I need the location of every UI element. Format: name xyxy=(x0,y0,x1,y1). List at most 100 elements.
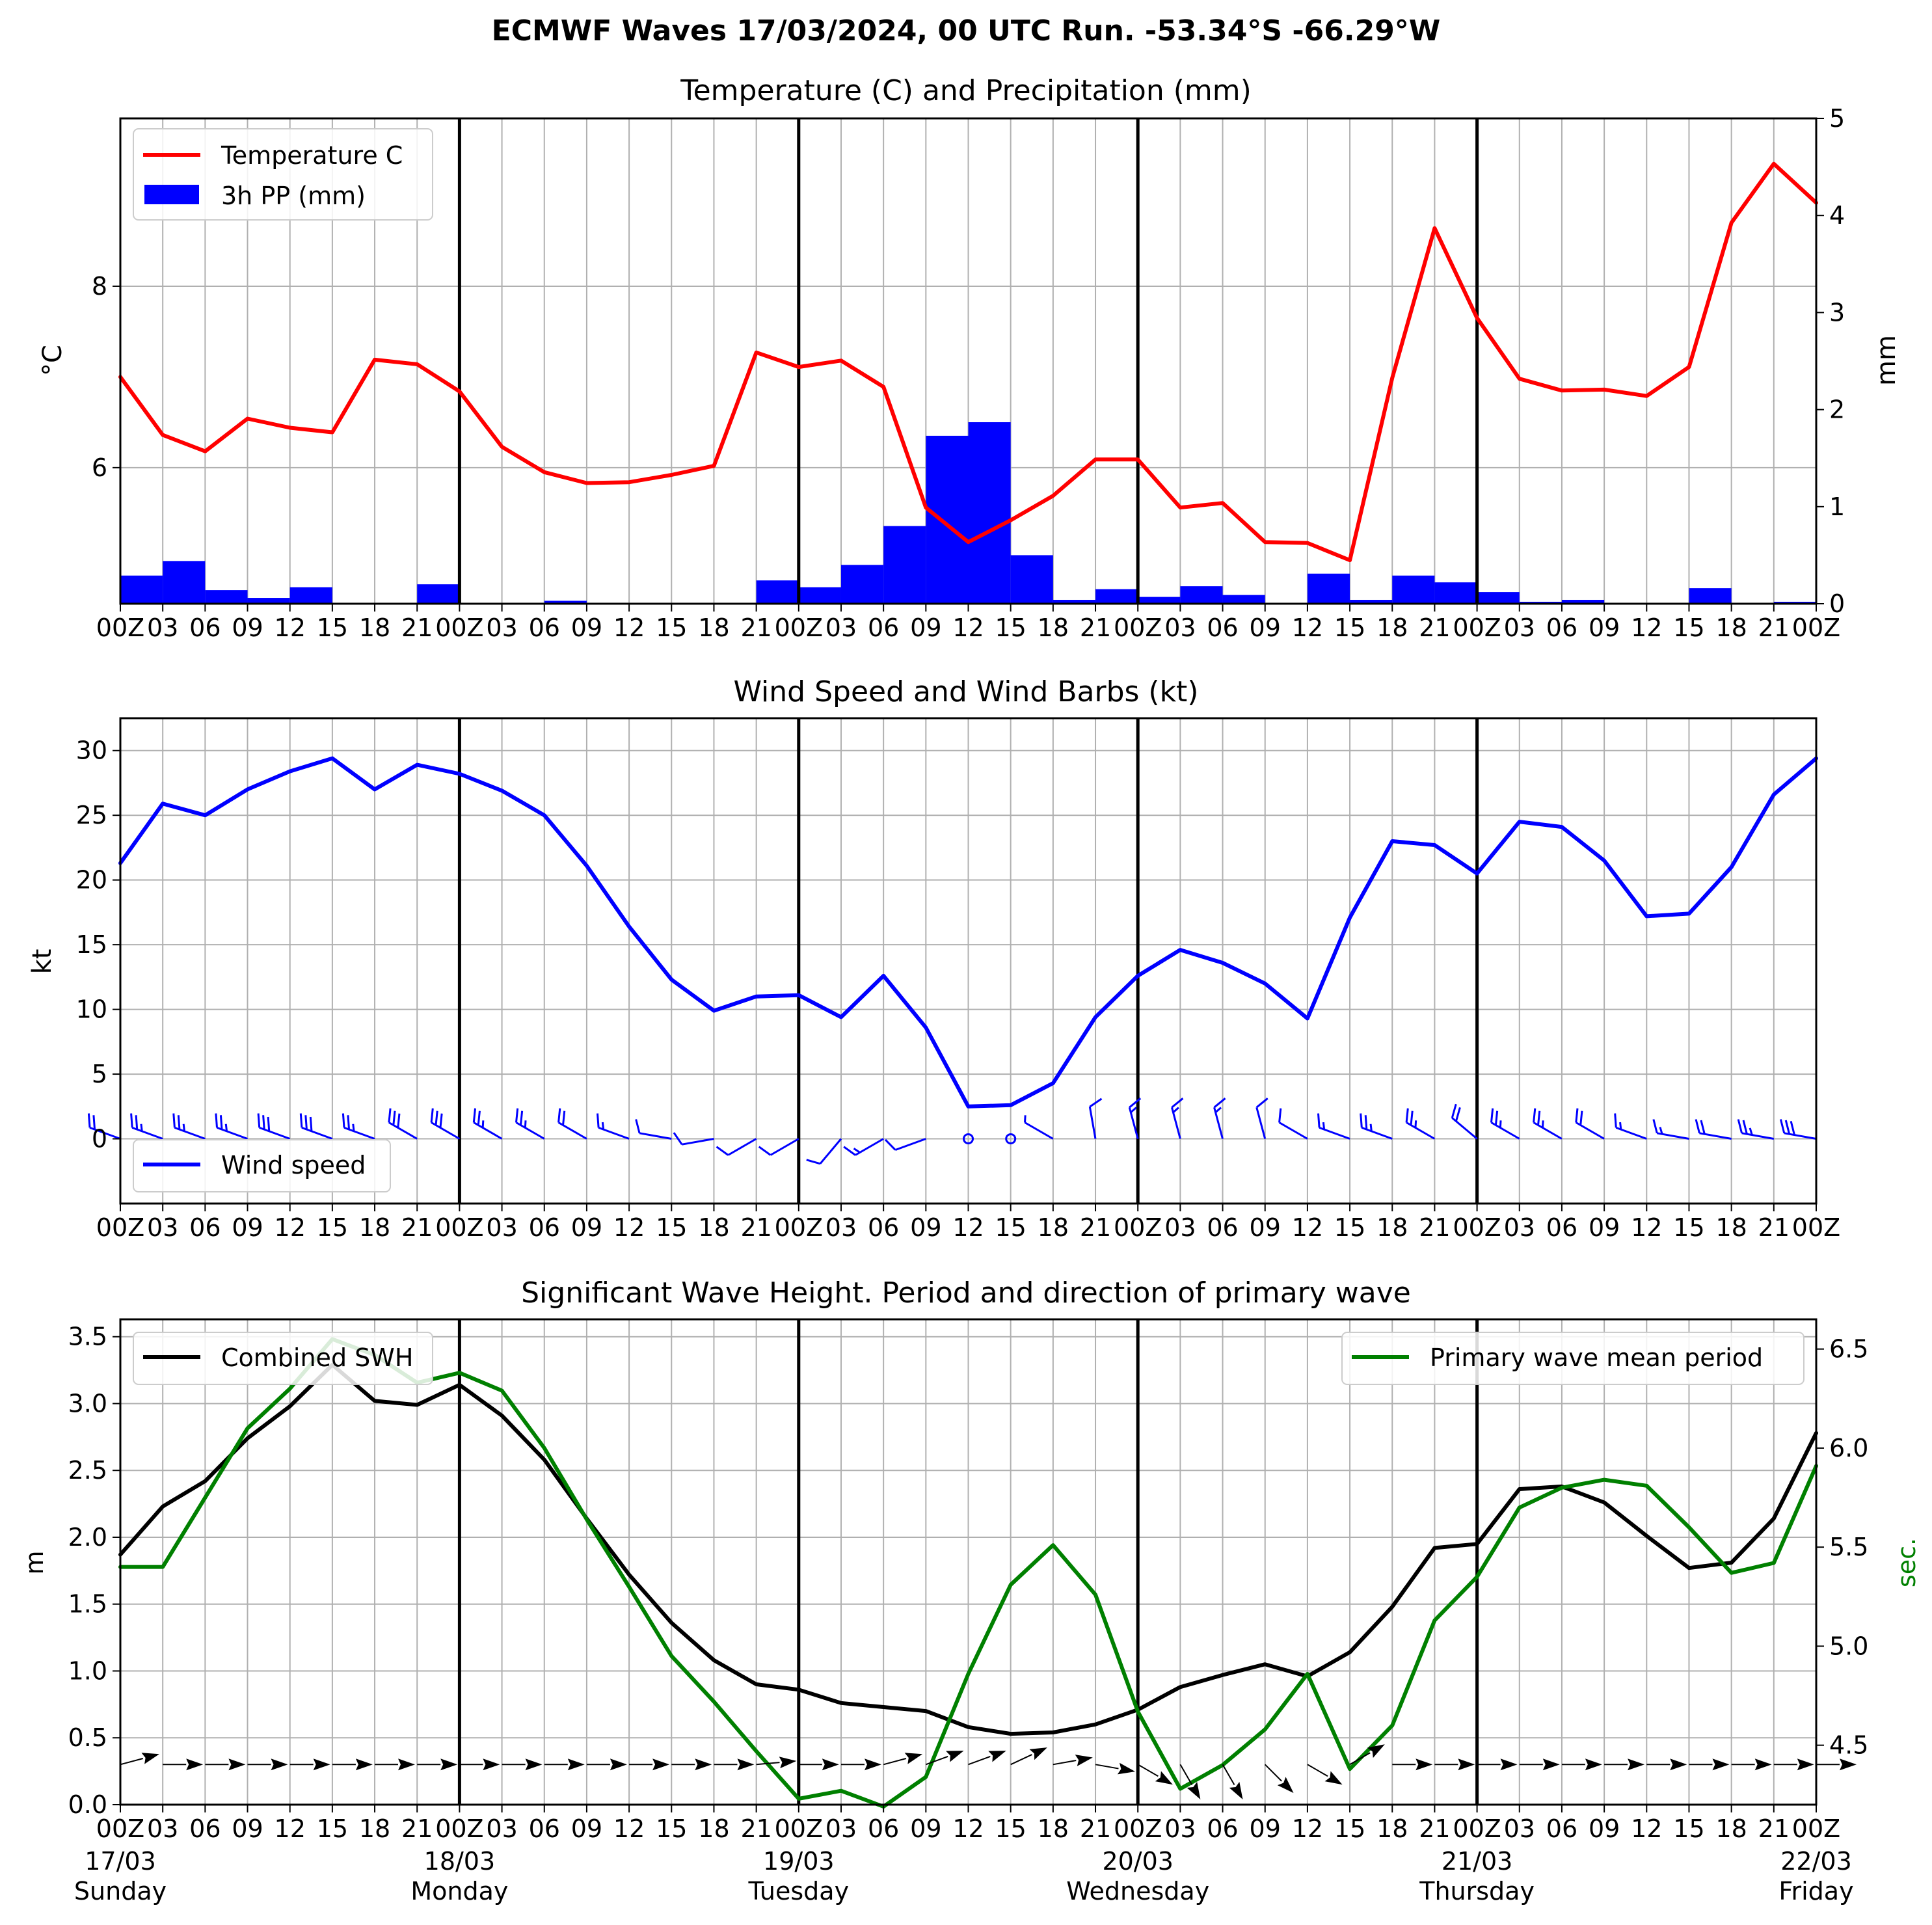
x-tick-label: 15 xyxy=(1673,1213,1704,1242)
wave-direction-arrow xyxy=(163,1758,204,1771)
x-tick-label: 03 xyxy=(1164,1213,1196,1242)
x-tick-label: 00Z xyxy=(435,1213,483,1242)
precipitation-bar xyxy=(1138,597,1181,604)
wind-barb-flag xyxy=(597,1113,600,1128)
wave-arrow-head xyxy=(1367,1744,1385,1758)
wind-barb-shaft xyxy=(1533,1122,1563,1140)
x-tick-label: 03 xyxy=(147,1814,178,1843)
wind-barb-shaft xyxy=(1576,1122,1605,1140)
wave-direction-arrow xyxy=(1307,1764,1343,1785)
wind-barb xyxy=(1737,1119,1775,1140)
wave-direction-arrow xyxy=(1646,1758,1687,1771)
wave-direction-arrow xyxy=(544,1758,585,1771)
wind-barb-shaft xyxy=(388,1122,418,1140)
wind-barb xyxy=(1490,1108,1520,1140)
y-tick-label: 25 xyxy=(76,801,107,829)
x-tick-label: 15 xyxy=(1334,1213,1365,1242)
wind-barb-flag xyxy=(304,1115,308,1130)
x-tick-label: 03 xyxy=(1164,613,1196,642)
panel2-ylabel: kt xyxy=(27,949,57,975)
precipitation-bar xyxy=(1222,595,1265,604)
x-tick-label: 06 xyxy=(868,613,899,642)
panel1-title: Temperature (C) and Precipitation (mm) xyxy=(680,74,1252,107)
x-tick-label: 12 xyxy=(1292,1213,1323,1242)
x-tick-label: 06 xyxy=(529,1213,560,1242)
wind-barb-shaft xyxy=(1171,1107,1181,1139)
x-tick-label: 21 xyxy=(740,1814,771,1843)
y2-tick-label: 4 xyxy=(1829,201,1845,230)
wind-barb-shaft xyxy=(1784,1132,1817,1140)
wave-arrow-head xyxy=(141,1753,159,1764)
x-tick-label: 18 xyxy=(698,1213,729,1242)
wave-direction-arrow xyxy=(375,1758,415,1771)
wind-barb xyxy=(1005,1133,1017,1144)
wind-barb-flag xyxy=(267,1116,271,1131)
precipitation-bar xyxy=(883,526,926,604)
wind-barb-shaft xyxy=(1255,1107,1267,1139)
panel1-y2label: mm xyxy=(1872,335,1901,386)
x-tick-label: 00Z xyxy=(775,613,823,642)
x-tick-label: 06 xyxy=(1207,613,1238,642)
y2-tick-label: 5.5 xyxy=(1829,1533,1868,1561)
wind-barb-flag xyxy=(1278,1108,1282,1123)
wind-barb xyxy=(1614,1113,1647,1140)
x-tick-label: 15 xyxy=(317,1814,348,1843)
precipitation-bar xyxy=(247,598,290,604)
precipitation-bar xyxy=(1053,600,1096,604)
x-tick-label: 15 xyxy=(1673,613,1704,642)
wind-barb xyxy=(884,1138,926,1151)
wind-barb xyxy=(342,1113,375,1140)
x-tick-label: 09 xyxy=(1589,1213,1620,1242)
wind-barb-flag xyxy=(92,1115,96,1130)
wind-barb-flag xyxy=(87,1113,91,1128)
wind-barb-shaft xyxy=(89,1126,121,1140)
wind-barb-flag xyxy=(299,1113,303,1128)
y-tick-label: 3.5 xyxy=(68,1323,107,1351)
wind-barb xyxy=(635,1119,672,1140)
y-tick-label: 2.0 xyxy=(68,1523,107,1552)
wind-barb-half xyxy=(224,1124,228,1132)
wind-barb xyxy=(1652,1119,1689,1140)
x-tick-label: 12 xyxy=(1292,1814,1323,1843)
x-tick-label: 03 xyxy=(147,613,178,642)
x-tick-label: 12 xyxy=(613,1814,645,1843)
wind-barb xyxy=(430,1108,461,1140)
day-name-label: Thursday xyxy=(1419,1877,1535,1905)
wind-barb-flag xyxy=(172,1113,176,1128)
x-tick-label: 06 xyxy=(529,1814,560,1843)
figure-title: ECMWF Waves 17/03/2024, 00 UTC Run. -53.… xyxy=(492,14,1441,47)
wave-arrow-head xyxy=(1840,1758,1857,1771)
x-tick-label: 18 xyxy=(698,1814,729,1843)
swh-line xyxy=(118,1362,1818,1736)
wave-direction-arrow xyxy=(459,1758,500,1771)
precipitation-bar xyxy=(1010,555,1053,604)
wind-barb-flag xyxy=(130,1113,133,1128)
x-tick-label: 00Z xyxy=(1792,1814,1840,1843)
wave-direction-arrow xyxy=(925,1751,964,1766)
wind-barb xyxy=(758,1138,799,1156)
wind-barb-half xyxy=(1499,1120,1502,1128)
wind-barb-half xyxy=(524,1120,527,1128)
wave-direction-arrow xyxy=(1095,1762,1136,1775)
x-tick-label: 12 xyxy=(613,613,645,642)
x-tick-label: 03 xyxy=(486,613,517,642)
wind-barb-flag xyxy=(1790,1120,1795,1135)
wave-arrow-tail xyxy=(968,1756,991,1766)
wave-arrow-tail xyxy=(1053,1760,1077,1766)
wind-barb-flag xyxy=(562,1111,566,1125)
wave-direction-arrow xyxy=(1731,1758,1772,1771)
x-tick-label: 09 xyxy=(232,1814,263,1843)
wind-barb-flag xyxy=(806,1159,821,1165)
precipitation-bar xyxy=(1095,589,1138,604)
wind-barb-shaft xyxy=(1213,1107,1224,1139)
x-tick-label: 15 xyxy=(1673,1814,1704,1843)
wind-barb-flag xyxy=(635,1119,641,1134)
wave-direction-arrow xyxy=(671,1758,712,1771)
x-tick-label: 15 xyxy=(317,1213,348,1242)
x-tick-label: 21 xyxy=(1758,613,1790,642)
wind-barb-shaft xyxy=(557,1122,587,1140)
x-tick-label: 12 xyxy=(275,1213,306,1242)
x-tick-label: 21 xyxy=(401,613,433,642)
x-tick-label: 00Z xyxy=(1792,1213,1840,1242)
wave-direction-arrow xyxy=(502,1758,543,1771)
